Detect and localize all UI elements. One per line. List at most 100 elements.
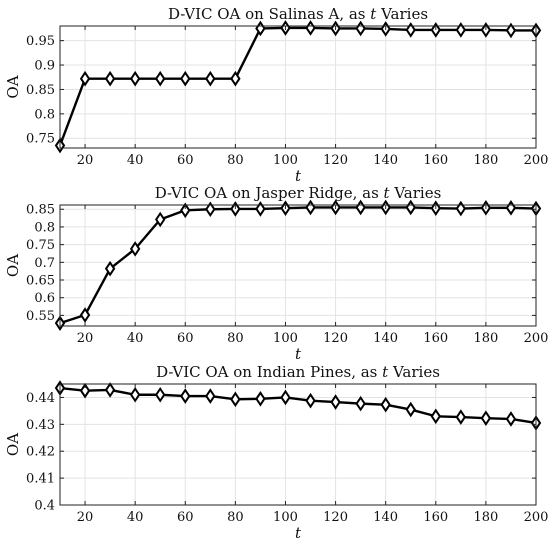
data-point <box>405 401 416 418</box>
x-tick-label: 20 <box>77 153 94 168</box>
chart-title: D-VIC OA on Jasper Ridge, as t Varies <box>155 184 442 202</box>
x-tick-label: 160 <box>423 331 448 346</box>
data-point <box>505 22 517 39</box>
data-point <box>79 70 91 87</box>
x-tick-label: 140 <box>373 153 398 168</box>
plot-area <box>60 26 536 148</box>
x-tick-label: 120 <box>323 510 348 525</box>
y-tick-label: 0.8 <box>34 107 55 122</box>
y-tick-label: 0.7 <box>34 256 55 271</box>
y-tick-label: 0.44 <box>26 391 55 406</box>
x-tick-label: 140 <box>373 510 398 525</box>
x-tick-label: 40 <box>127 153 144 168</box>
chart-title: D-VIC OA on Indian Pines, as t Varies <box>156 363 440 381</box>
x-tick-label: 180 <box>473 153 498 168</box>
y-tick-label: 0.43 <box>26 418 55 433</box>
x-tick-label: 180 <box>473 510 498 525</box>
x-tick-label: 20 <box>77 331 94 346</box>
x-tick-label: 100 <box>273 153 298 168</box>
x-tick-label: 120 <box>323 153 348 168</box>
x-tick-label: 100 <box>273 331 298 346</box>
y-axis-label: OA <box>4 75 22 98</box>
y-tick-label: 0.8 <box>34 220 55 235</box>
data-point <box>104 260 116 277</box>
data-point <box>205 70 216 87</box>
data-point <box>79 382 91 399</box>
x-axis-label: t <box>295 524 302 542</box>
x-tick-label: 100 <box>273 510 298 525</box>
data-point <box>129 241 141 257</box>
y-tick-label: 0.55 <box>26 309 55 324</box>
y-tick-label: 0.75 <box>26 132 55 147</box>
data-point <box>180 202 191 219</box>
x-axis-label: t <box>295 345 302 363</box>
x-tick-label: 140 <box>373 331 398 346</box>
data-point <box>180 388 191 404</box>
x-tick-label: 60 <box>177 510 194 525</box>
data-point <box>230 391 241 408</box>
chart-panel-1: 20 40 60 80 100 120 140 160 180 200 0.75 0.8 0.85 0.9… <box>4 5 548 185</box>
chart-title-prefix: D-VIC OA on Jasper Ridge, as <box>155 184 384 202</box>
chart-title-prefix: D-VIC OA on Salinas A, as <box>168 5 370 23</box>
data-point <box>455 22 467 38</box>
y-axis-label: OA <box>4 254 22 277</box>
chart-panel-2: 20 40 60 80 100 120 140 160 180 200 0.55 0.6 0.65 0.7… <box>4 184 548 363</box>
data-point <box>104 382 116 398</box>
chart-title-variable: t <box>382 363 389 381</box>
chart-title-suffix: Varies <box>376 5 428 23</box>
x-tick-label: 120 <box>323 331 348 346</box>
data-point <box>480 410 492 426</box>
plot-area <box>60 205 536 326</box>
data-point <box>405 22 416 38</box>
data-point <box>155 386 166 403</box>
data-point <box>255 201 266 217</box>
x-tick-label: 80 <box>227 153 244 168</box>
data-point <box>505 411 517 427</box>
data-point <box>330 394 341 410</box>
x-tick-label: 160 <box>423 153 448 168</box>
chart-title-suffix: Varies <box>388 363 440 381</box>
y-tick-label: 0.75 <box>26 238 55 253</box>
data-point <box>79 307 91 323</box>
x-tick-label: 20 <box>77 510 94 525</box>
plot-area <box>60 384 536 505</box>
data-point <box>355 395 366 412</box>
y-tick-label: 0.9 <box>34 59 55 74</box>
chart-title-suffix: Varies <box>390 184 442 202</box>
y-tick-label: 0.41 <box>26 472 55 487</box>
y-axis-label: OA <box>4 433 22 456</box>
chart-title-variable: t <box>384 184 391 202</box>
data-point <box>455 409 467 425</box>
data-point <box>455 200 467 217</box>
data-point <box>129 70 141 87</box>
chart-title-prefix: D-VIC OA on Indian Pines, as <box>156 363 382 381</box>
x-tick-label: 200 <box>524 510 549 525</box>
chart-title: D-VIC OA on Salinas A, as t Varies <box>168 5 428 23</box>
data-point <box>230 70 241 87</box>
x-tick-label: 40 <box>127 510 144 525</box>
chart-title-variable: t <box>370 5 377 23</box>
y-tick-label: 0.42 <box>26 445 55 460</box>
x-tick-label: 200 <box>524 331 549 346</box>
x-tick-label: 80 <box>227 331 244 346</box>
data-point <box>380 396 391 413</box>
data-point <box>129 386 141 403</box>
data-point <box>280 389 291 406</box>
data-point <box>430 408 441 425</box>
axes-box <box>59 383 537 506</box>
x-tick-label: 200 <box>524 153 549 168</box>
y-tick-label: 0.95 <box>26 34 55 49</box>
y-tick-label: 0.85 <box>26 203 55 218</box>
axes-box <box>59 25 537 149</box>
data-point <box>155 211 166 228</box>
data-point <box>205 388 216 404</box>
y-tick-label: 0.6 <box>34 291 55 306</box>
y-tick-label: 0.65 <box>26 274 55 289</box>
y-tick-label: 0.85 <box>26 83 55 98</box>
x-tick-label: 160 <box>423 510 448 525</box>
data-point <box>205 201 216 218</box>
x-tick-label: 60 <box>177 153 194 168</box>
chart-panel-3: 20 40 60 80 100 120 140 160 180 200 0.4 0.41 0.42 0.4… <box>4 363 548 542</box>
axes-box <box>59 204 537 327</box>
